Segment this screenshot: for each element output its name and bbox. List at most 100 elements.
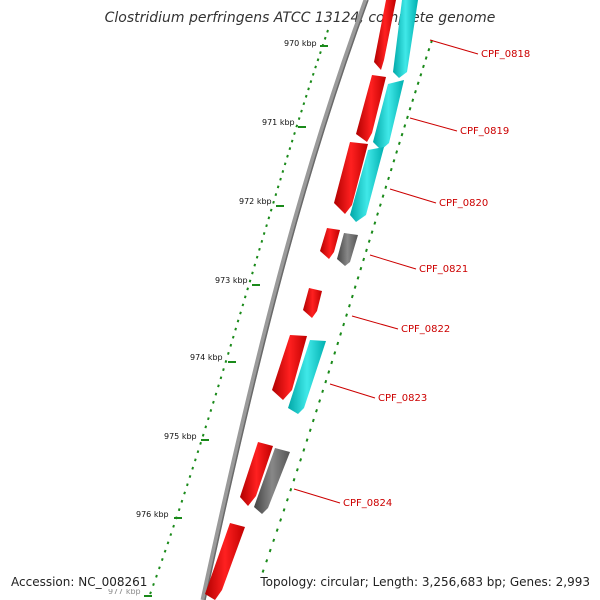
- gc-tick: [209, 409, 213, 412]
- gene-label-cpf0818[interactable]: CPF_0818: [481, 49, 530, 60]
- gc-tick: [309, 80, 313, 84]
- gc-tick: [149, 591, 152, 595]
- gc-tick: [419, 73, 423, 77]
- gc-tick: [276, 185, 280, 189]
- gc-tick: [183, 491, 186, 495]
- gene-label-cpf0820[interactable]: CPF_0820: [439, 198, 488, 209]
- cds-forward[interactable]: [205, 523, 245, 600]
- gc-tick: [227, 351, 230, 355]
- cds-features: [205, 0, 418, 600]
- gc-tick: [323, 36, 327, 40]
- gc-tick: [214, 392, 218, 396]
- cds-reverse[interactable]: [373, 80, 404, 150]
- gc-tick: [281, 170, 285, 173]
- cds-forward[interactable]: [334, 142, 368, 214]
- gc-tick: [378, 203, 382, 207]
- gc-tick: [158, 566, 161, 570]
- gc-tick: [246, 287, 249, 291]
- scale-label-971: 971 kbp: [262, 118, 295, 127]
- gc-tick: [336, 341, 340, 346]
- gc-tick: [356, 276, 360, 280]
- gc-tick: [265, 559, 269, 563]
- gc-tick: [212, 400, 215, 404]
- gc-tick: [251, 271, 254, 275]
- scale-label-972: 972 kbp: [239, 197, 272, 206]
- gc-tick: [422, 64, 425, 69]
- gc-tick: [293, 131, 296, 136]
- gc-tick: [191, 466, 195, 470]
- gc-tick: [311, 72, 315, 76]
- gc-tick: [327, 370, 331, 374]
- cds-forward[interactable]: [374, 0, 396, 70]
- accession-text: Accession: NC_008261: [9, 575, 150, 589]
- gc-tick: [299, 458, 303, 462]
- cds-reverse-gray[interactable]: [254, 448, 290, 514]
- gc-tick: [359, 266, 363, 271]
- gene-label-cpf0822[interactable]: CPF_0822: [401, 324, 450, 335]
- scale-ticks: [144, 45, 328, 597]
- gc-tick: [279, 177, 282, 181]
- gc-tick: [177, 508, 181, 512]
- gc-tick: [397, 141, 401, 146]
- gc-tick: [261, 569, 265, 573]
- gc-tick: [265, 224, 268, 228]
- gc-tick: [272, 200, 275, 204]
- gc-tick: [319, 51, 322, 55]
- gc-tick: [400, 132, 404, 137]
- cds-forward[interactable]: [240, 442, 273, 506]
- gc-tick: [236, 319, 240, 323]
- gc-tick: [269, 208, 273, 212]
- gc-tick: [345, 313, 348, 317]
- gene-label-cpf0819[interactable]: CPF_0819: [460, 126, 509, 137]
- gc-tick: [395, 150, 399, 154]
- gc-tick: [297, 117, 301, 120]
- gc-tick: [255, 255, 259, 259]
- cds-reverse[interactable]: [393, 0, 418, 78]
- gene-label-cpf0824[interactable]: CPF_0824: [343, 498, 392, 509]
- gc-tick: [315, 408, 318, 413]
- backbone-arc: [200, 0, 369, 600]
- gc-tick: [376, 212, 379, 216]
- gc-tick: [194, 458, 197, 462]
- cds-reverse[interactable]: [288, 340, 326, 414]
- cds-forward[interactable]: [303, 288, 322, 318]
- gc-tick: [207, 417, 210, 421]
- gc-tick: [302, 448, 306, 452]
- gc-tick: [282, 508, 286, 512]
- gc-tick: [217, 384, 220, 388]
- gc-tick: [408, 107, 412, 111]
- gc-tick: [348, 304, 351, 308]
- gc-tick: [384, 185, 388, 189]
- gc-tick: [424, 56, 428, 60]
- scale-label-973: 973 kbp: [215, 276, 248, 285]
- topology-summary: Topology: circular; Length: 3,256,683 bp…: [258, 575, 592, 589]
- gc-tick: [248, 279, 252, 283]
- cds-reverse-gray[interactable]: [337, 233, 358, 266]
- gene-label-cpf0823[interactable]: CPF_0823: [378, 393, 427, 404]
- gene-label-cpf0821[interactable]: CPF_0821: [419, 264, 468, 275]
- gc-tick: [253, 263, 257, 267]
- gc-tick: [196, 450, 200, 454]
- gc-tick: [272, 538, 276, 543]
- gc-tick: [267, 216, 271, 220]
- cds-forward[interactable]: [320, 228, 340, 259]
- gc-tick: [308, 428, 312, 432]
- gc-tick: [285, 498, 289, 502]
- scale-label-977: 977 kbp: [108, 587, 141, 596]
- scale-label-970: 970 kbp: [284, 39, 317, 48]
- gc-tick: [304, 94, 308, 98]
- gc-tick: [152, 582, 155, 587]
- cds-forward[interactable]: [272, 335, 307, 400]
- cds-reverse[interactable]: [350, 147, 384, 222]
- gc-skew-outer-track: [149, 29, 329, 595]
- gc-tick: [160, 557, 164, 562]
- gc-tick: [321, 389, 325, 394]
- cds-forward[interactable]: [356, 75, 386, 142]
- gc-tick: [318, 399, 322, 403]
- gc-tick: [427, 47, 431, 52]
- gc-tick: [300, 109, 303, 113]
- gc-tick: [275, 528, 279, 532]
- gc-tick: [288, 147, 292, 151]
- gc-skew-inner-track: [261, 39, 433, 573]
